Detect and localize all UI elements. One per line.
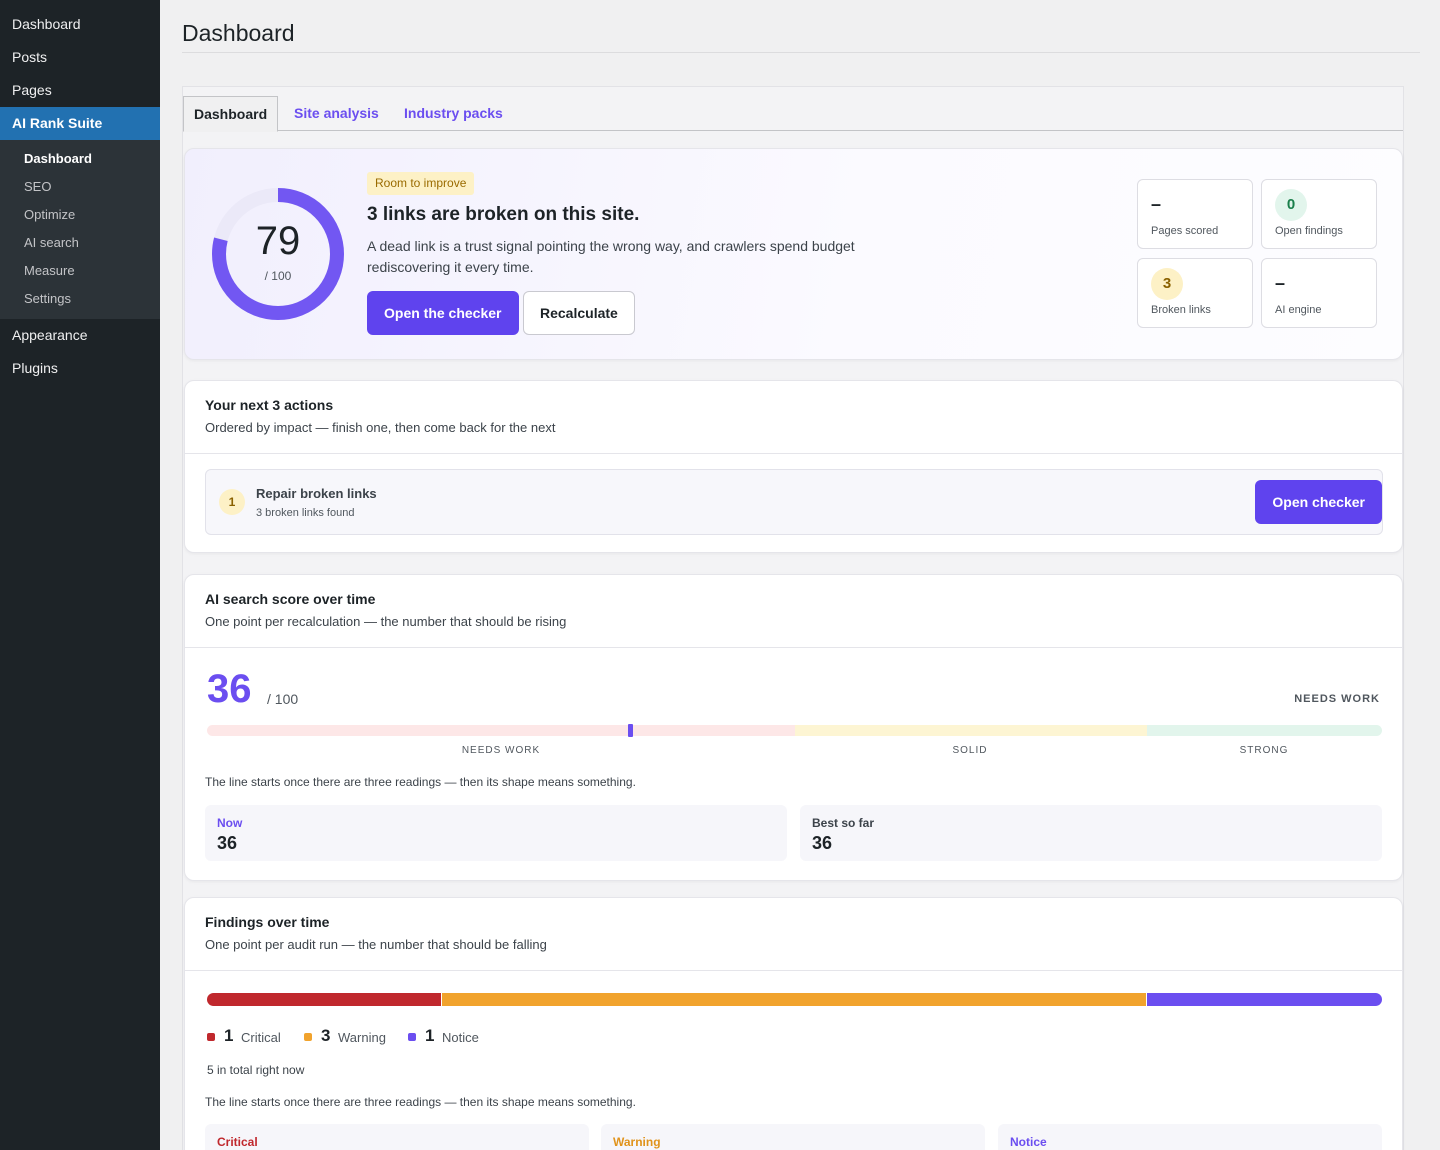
stat-label: Broken links — [1151, 304, 1211, 316]
submenu-item-seo[interactable]: SEO — [24, 179, 52, 194]
page-title: Dashboard — [182, 20, 295, 46]
title-divider — [182, 52, 1420, 53]
sidebar-item-plugins[interactable]: Plugins — [12, 360, 58, 376]
card-title: Your next 3 actions — [205, 397, 334, 413]
stat-value: – — [1275, 273, 1286, 293]
severity-label: Notice — [1010, 1135, 1047, 1149]
band-label-strong: STRONG — [1239, 745, 1289, 756]
legend-swatch — [304, 1033, 312, 1041]
metric-label: Best so far — [812, 816, 875, 830]
next-actions-card: Your next 3 actions Ordered by impact — … — [184, 380, 1403, 553]
metric-value: 36 — [217, 833, 238, 853]
stat-value: 3 — [1151, 268, 1183, 300]
tab-industry-packs[interactable]: Industry packs — [404, 105, 503, 121]
sidebar-item-pages[interactable]: Pages — [12, 82, 52, 98]
legend-count: 1 — [425, 1026, 435, 1045]
metric-now: Now 36 — [205, 805, 787, 861]
sidebar-item-posts[interactable]: Posts — [12, 49, 48, 65]
score-over-time-card: AI search score over time One point per … — [184, 574, 1403, 881]
submenu-item-optimize[interactable]: Optimize — [24, 207, 76, 222]
overall-score-max: / 100 — [264, 269, 292, 283]
stat-ai-engine: – AI engine — [1261, 258, 1377, 328]
band-label-solid: SOLID — [952, 745, 988, 756]
score-status: NEEDS WORK — [1294, 693, 1380, 705]
card-subtitle: Ordered by impact — finish one, then com… — [205, 420, 556, 435]
current-score: 36 — [207, 667, 252, 711]
score-marker — [628, 724, 633, 737]
card-divider — [185, 453, 1402, 454]
band-solid — [795, 725, 1147, 736]
card-subtitle: One point per audit run — the number tha… — [205, 937, 547, 952]
admin-sidebar: Dashboard Posts Pages AI Rank Suite Dash… — [0, 0, 160, 1150]
findings-bar-notice — [1147, 993, 1382, 1006]
findings-total: 5 in total right now — [207, 1063, 305, 1077]
submenu-item-settings[interactable]: Settings — [24, 291, 71, 306]
legend-label: Notice — [442, 1030, 479, 1045]
score-ring — [212, 188, 344, 320]
recalculate-button[interactable]: Recalculate — [523, 291, 635, 335]
stat-label: Pages scored — [1151, 225, 1219, 237]
findings-bar-critical — [207, 993, 441, 1006]
legend-swatch — [207, 1033, 215, 1041]
card-title: AI search score over time — [205, 591, 376, 607]
metric-value: 36 — [812, 833, 833, 853]
action-item: 1 Repair broken links 3 broken links fou… — [205, 469, 1383, 535]
stat-pages-scored: – Pages scored — [1137, 179, 1253, 249]
stat-broken-links: 3 Broken links — [1137, 258, 1253, 328]
band-strong — [1147, 725, 1382, 736]
stat-label: Open findings — [1275, 225, 1343, 237]
tab-bar: Dashboard Site analysis Industry packs — [183, 96, 1403, 132]
stat-label: AI engine — [1275, 304, 1322, 316]
action-detail: 3 broken links found — [256, 507, 355, 519]
card-divider — [185, 647, 1402, 648]
chart-note: The line starts once there are three rea… — [205, 775, 636, 789]
sidebar-item-dashboard[interactable]: Dashboard — [12, 16, 81, 32]
stat-open-findings: 0 Open findings — [1261, 179, 1377, 249]
chart-note: The line starts once there are three rea… — [205, 1095, 636, 1109]
metric-label: Now — [217, 816, 243, 830]
severity-card-critical: Critical — [205, 1124, 589, 1150]
card-header: Your next 3 actions Ordered by impact — … — [205, 397, 555, 435]
legend-label: Critical — [241, 1030, 281, 1045]
stat-value: 0 — [1275, 189, 1307, 221]
severity-label: Warning — [613, 1135, 661, 1149]
severity-card-notice: Notice — [998, 1124, 1382, 1150]
findings-over-time-card: Findings over time One point per audit r… — [184, 897, 1403, 1150]
current-score-max: / 100 — [267, 691, 299, 707]
legend-label: Warning — [338, 1030, 386, 1045]
findings-bar-warning — [442, 993, 1146, 1006]
card-header: AI search score over time One point per … — [205, 591, 566, 629]
band-needs-work — [207, 725, 795, 736]
metric-best: Best so far 36 — [800, 805, 1382, 861]
tab-site-analysis[interactable]: Site analysis — [294, 105, 379, 121]
action-title: Repair broken links — [256, 486, 377, 501]
card-divider — [185, 970, 1402, 971]
score-ring-arc — [212, 188, 344, 320]
hero-headline: 3 links are broken on this site. — [367, 204, 640, 225]
sidebar-item-ai-rank-suite[interactable]: AI Rank Suite — [0, 107, 160, 140]
legend-count: 3 — [321, 1026, 331, 1045]
open-checker-button[interactable]: Open the checker — [367, 291, 519, 335]
action-number: 1 — [219, 489, 245, 515]
legend-count: 1 — [224, 1026, 234, 1045]
submenu-item-dashboard[interactable]: Dashboard — [24, 151, 92, 166]
card-title: Findings over time — [205, 914, 330, 930]
score-hero-card: 79 / 100 Room to improve 3 links are bro… — [184, 148, 1403, 360]
status-badge: Room to improve — [367, 172, 475, 195]
hero-description: A dead link is a trust signal pointing t… — [367, 238, 855, 275]
card-subtitle: One point per recalculation — the number… — [205, 614, 567, 629]
severity-label: Critical — [217, 1135, 258, 1149]
band-label-needs-work: NEEDS WORK — [461, 745, 541, 756]
legend-swatch — [408, 1033, 416, 1041]
card-header: Findings over time One point per audit r… — [205, 914, 547, 952]
sidebar-submenu: Dashboard SEO Optimize AI search Measure… — [0, 140, 160, 319]
severity-card-warning: Warning — [601, 1124, 985, 1150]
stat-value: – — [1151, 194, 1162, 214]
open-checker-action-button[interactable]: Open checker — [1255, 480, 1382, 524]
tab-dashboard[interactable]: Dashboard — [183, 96, 279, 132]
overall-score-value: 79 — [255, 219, 301, 263]
sidebar-item-appearance[interactable]: Appearance — [12, 327, 88, 343]
submenu-item-measure[interactable]: Measure — [24, 263, 75, 278]
submenu-item-ai-search[interactable]: AI search — [24, 235, 79, 250]
